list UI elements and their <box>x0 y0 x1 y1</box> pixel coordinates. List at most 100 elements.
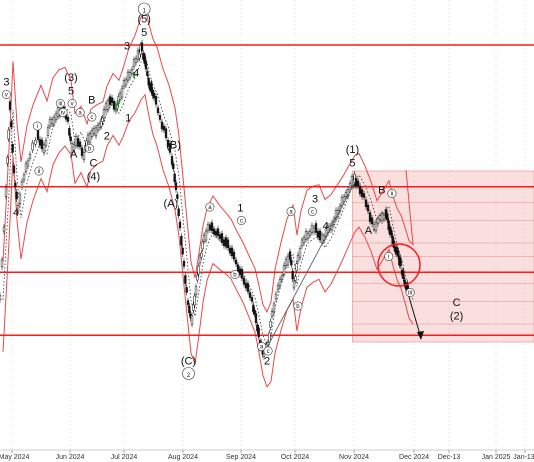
candle-body <box>188 305 191 314</box>
candle-body <box>138 51 141 59</box>
wave-label: (B) <box>166 140 181 152</box>
candle-body <box>147 77 150 86</box>
wave-label: 3 <box>312 194 318 206</box>
wave-label: (3) <box>64 72 77 84</box>
candle-body <box>348 183 352 189</box>
candle-body <box>288 251 292 260</box>
candle-body <box>185 287 188 293</box>
candle-body <box>296 254 300 262</box>
circled-label-text: v <box>5 93 8 99</box>
circled-label-ring <box>137 2 151 16</box>
x-tick-label: Jan-13 <box>513 454 534 461</box>
wave-label: 2 <box>264 356 270 368</box>
candle-body <box>152 92 156 99</box>
candle-body <box>18 194 22 204</box>
wave-label: (C) <box>181 356 196 368</box>
wave-label: 1 <box>237 203 243 215</box>
circled-label-text: a <box>78 111 82 117</box>
candle-body <box>222 239 226 246</box>
candle-body <box>391 235 394 245</box>
candle-body <box>402 270 405 279</box>
candle-body <box>390 229 393 236</box>
candle-body <box>124 79 128 86</box>
candle-body <box>226 239 230 249</box>
circled-label-ring <box>230 269 240 279</box>
candle-body <box>22 174 26 181</box>
wave-label: (5) <box>137 14 150 26</box>
circled-label-text: iv <box>61 111 65 117</box>
candle-body <box>186 300 190 305</box>
circled-label-ring <box>405 287 415 297</box>
candle-body <box>52 116 56 125</box>
candle-body <box>143 55 146 64</box>
wave-label: C <box>453 297 461 309</box>
candle-body <box>278 278 282 287</box>
wave-label: 4 <box>323 221 329 233</box>
price-candles <box>0 39 410 360</box>
circled-label-text: c <box>311 210 314 216</box>
circled-label-text: b <box>233 273 237 279</box>
candle-body <box>28 153 32 159</box>
circled-label-ring <box>257 341 267 351</box>
candle-body <box>154 96 158 105</box>
circled-label-text: b <box>296 304 300 310</box>
candle-body <box>173 173 176 183</box>
candle-body <box>96 124 100 131</box>
circled-label-ring <box>34 166 44 176</box>
candle-body <box>284 259 288 266</box>
candle-body <box>210 222 214 231</box>
candle-body <box>228 247 232 254</box>
candle-body <box>74 136 78 146</box>
circled-label-text: a <box>208 205 212 211</box>
candle-body <box>224 237 228 247</box>
candle-body <box>172 163 175 170</box>
circled-label-ring <box>75 108 85 118</box>
candle-body <box>206 224 210 231</box>
projection-arrow-head <box>417 331 424 340</box>
candle-body <box>118 92 122 100</box>
candle-body <box>102 109 106 119</box>
candle-body <box>101 117 104 122</box>
trend-lines <box>262 181 424 356</box>
circled-label-text: i <box>388 255 389 261</box>
candle-body <box>182 261 186 267</box>
candle-body <box>291 270 294 280</box>
candle-body <box>140 42 144 52</box>
x-tick-label: Dec-13 <box>438 454 461 461</box>
circled-label-text: a <box>289 210 293 216</box>
candle-body <box>26 160 30 167</box>
circled-label-text: iii <box>408 291 412 297</box>
candle-body <box>130 68 134 74</box>
candle-body <box>11 144 14 153</box>
candle-body <box>246 283 250 292</box>
candle-body <box>354 178 358 187</box>
candle-body <box>196 274 199 281</box>
candle-body <box>272 303 276 313</box>
circled-label-text: c <box>240 219 243 225</box>
candle-body <box>198 255 202 264</box>
x-axis-ticks: May 2024 Jun 2024 Jul 2024 Aug 2024 Sep 2024… <box>0 449 534 461</box>
circled-label-ring <box>182 367 195 380</box>
circled-label-ring <box>55 99 65 109</box>
circled-label-ring <box>384 252 394 262</box>
candle-body <box>220 233 224 243</box>
candle-body <box>380 213 384 222</box>
candle-body <box>6 157 9 164</box>
candle-body <box>294 276 297 281</box>
candle-body <box>362 193 366 198</box>
candle-body <box>298 248 302 259</box>
candle-body <box>177 208 180 217</box>
wave-label: 3 <box>124 41 130 53</box>
candle-body <box>310 225 314 233</box>
candle-body <box>234 259 238 265</box>
circled-label-text: 1 <box>143 9 147 15</box>
x-tick-label: Jun 2024 <box>56 454 85 461</box>
candle-body <box>134 58 138 63</box>
candle-body <box>16 204 20 212</box>
candle-body <box>2 226 6 232</box>
candle-body <box>386 213 389 221</box>
candle-body <box>248 292 252 298</box>
candle-body <box>368 212 372 222</box>
candle-body <box>72 144 76 151</box>
